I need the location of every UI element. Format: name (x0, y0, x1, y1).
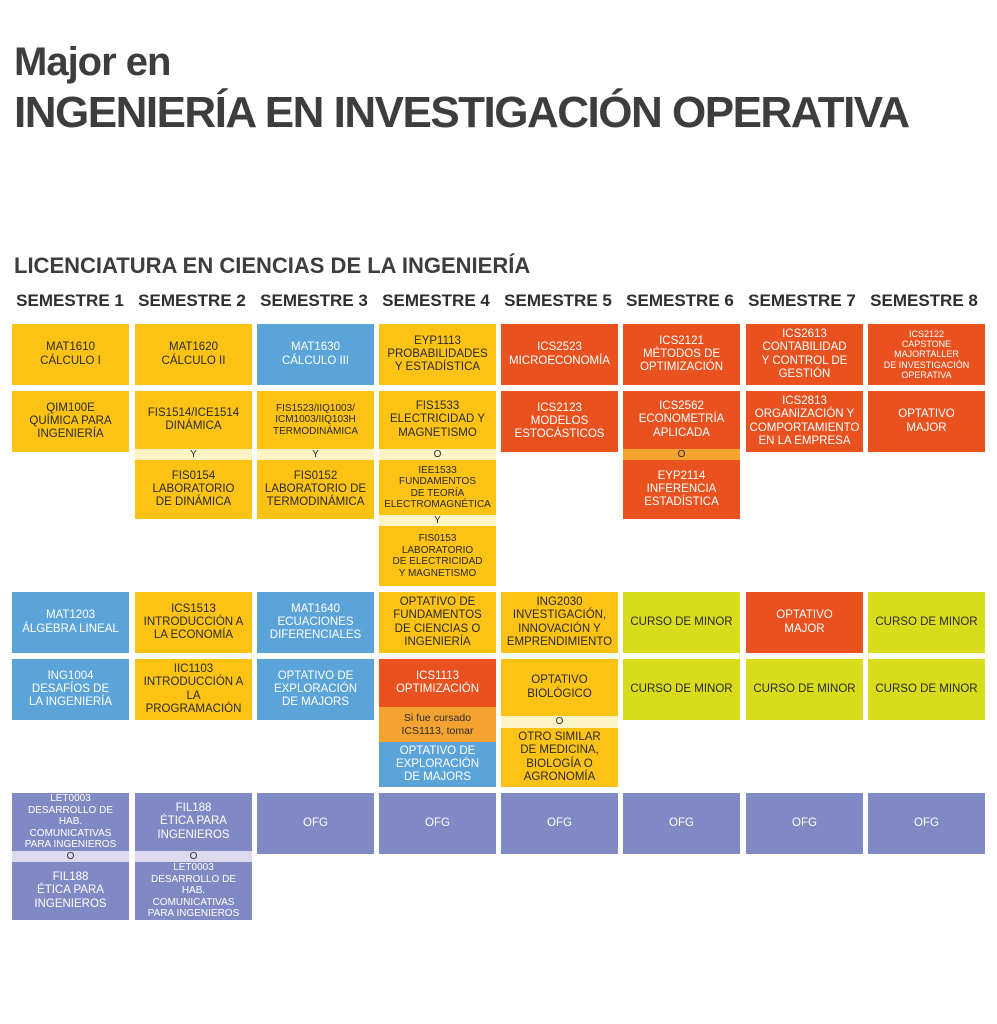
course-optativo-major: OPTATIVO MAJOR (746, 592, 863, 653)
course-ofg: OFG (746, 793, 863, 854)
course-ing2030: ING2030 INVESTIGACIÓN, INNOVACIÓN Y EMPR… (501, 592, 618, 653)
course-fis1514: FIS1514/ICE1514 DINÁMICA (135, 391, 252, 449)
semester-header-2: SEMESTRE 2 (138, 291, 246, 310)
connector-y: Y (379, 515, 496, 526)
course-mat1610: MAT1610 CÁLCULO I (12, 324, 129, 385)
course-optativo-biologico: OPTATIVO BIOLÓGICO (501, 659, 618, 716)
course-let0003: LET0003 DESARROLLO DE HAB. COMUNICATIVAS… (12, 793, 129, 851)
page-title-line1: Major en (14, 40, 171, 84)
connector-y: Y (135, 449, 252, 460)
course-minor: CURSO DE MINOR (623, 659, 740, 720)
course-minor: CURSO DE MINOR (868, 659, 985, 720)
course-optativo-exploracion: OPTATIVO DE EXPLORACIÓN DE MAJORS (379, 742, 496, 787)
course-fis1523: FIS1523/IIQ1003/ ICM1003/IIQ103H TERMODI… (257, 391, 374, 449)
semester-header-4: SEMESTRE 4 (382, 291, 490, 310)
course-ics2562: ICS2562 ECONOMETRÍA APLICADA (623, 391, 740, 449)
connector-o: O (501, 716, 618, 728)
course-ics2813: ICS2813 ORGANIZACIÓN Y COMPORTAMIENTO EN… (746, 391, 863, 452)
course-ofg: OFG (501, 793, 618, 854)
semester-header-1: SEMESTRE 1 (16, 291, 124, 310)
connector-o: O (135, 851, 252, 862)
connector-o: O (379, 449, 496, 460)
course-ics2123: ICS2123 MODELOS ESTOCÁSTICOS (501, 391, 618, 452)
course-mat1620: MAT1620 CÁLCULO II (135, 324, 252, 385)
course-mat1630: MAT1630 CÁLCULO III (257, 324, 374, 385)
course-fis0154: FIS0154 LABORATORIO DE DINÁMICA (135, 460, 252, 519)
course-fil188: FIL188 ÉTICA PARA INGENIEROS (12, 862, 129, 920)
course-eyp1113: EYP1113 PROBABILIDADES Y ESTADÍSTICA (379, 324, 496, 385)
course-iic1103: IIC1103 INTRODUCCIÓN A LA PROGRAMACIÓN (135, 659, 252, 720)
course-ics2523: ICS2523 MICROECONOMÍA (501, 324, 618, 385)
semester-header-3: SEMESTRE 3 (260, 291, 368, 310)
course-mat1203: MAT1203 ÁLGEBRA LINEAL (12, 592, 129, 653)
semester-header-6: SEMESTRE 6 (626, 291, 734, 310)
course-let0003: LET0003 DESARROLLO DE HAB. COMUNICATIVAS… (135, 862, 252, 920)
course-ofg: OFG (257, 793, 374, 854)
course-optativo-major: OPTATIVO MAJOR (868, 391, 985, 452)
course-ics1113: ICS1113 OPTIMIZACIÓN (379, 659, 496, 707)
course-ics2613: ICS2613 CONTABILIDAD Y CONTROL DE GESTIÓ… (746, 324, 863, 385)
course-iee1533: IEE1533 FUNDAMENTOS DE TEORÍA ELECTROMAG… (379, 460, 496, 515)
page-title-line2: INGENIERÍA EN INVESTIGACIÓN OPERATIVA (14, 88, 910, 137)
course-ics2122: ICS2122 CAPSTONE MAJORTALLER DE INVESTIG… (868, 324, 985, 385)
semester-header-5: SEMESTRE 5 (504, 291, 612, 310)
course-qim100e: QIM100E QUÍMICA PARA INGENIERÍA (12, 391, 129, 452)
course-fis1533: FIS1533 ELECTRICIDAD Y MAGNETISMO (379, 391, 496, 449)
connector-y: Y (257, 449, 374, 460)
course-eyp2114: EYP2114 INFERENCIA ESTADÍSTICA (623, 460, 740, 519)
course-ofg: OFG (379, 793, 496, 854)
course-ics2121: ICS2121 MÉTODOS DE OPTIMIZACIÓN (623, 324, 740, 385)
semester-header-7: SEMESTRE 7 (748, 291, 856, 310)
course-minor: CURSO DE MINOR (746, 659, 863, 720)
course-ics1513: ICS1513 INTRODUCCIÓN A LA ECONOMÍA (135, 592, 252, 653)
course-minor: CURSO DE MINOR (623, 592, 740, 653)
course-ofg: OFG (868, 793, 985, 854)
course-minor: CURSO DE MINOR (868, 592, 985, 653)
semester-header-8: SEMESTRE 8 (870, 291, 978, 310)
course-fil188: FIL188 ÉTICA PARA INGENIEROS (135, 793, 252, 851)
program-subtitle: LICENCIATURA EN CIENCIAS DE LA INGENIERÍ… (14, 253, 531, 278)
course-mat1640: MAT1640 ECUACIONES DIFERENCIALES (257, 592, 374, 653)
substitution-note: Si fue cursado ICS1113, tomar (379, 707, 496, 742)
course-fis0152: FIS0152 LABORATORIO DE TERMODINÁMICA (257, 460, 374, 519)
course-optativo-fundamentos: OPTATIVO DE FUNDAMENTOS DE CIENCIAS O IN… (379, 592, 496, 653)
course-optativo-exploracion: OPTATIVO DE EXPLORACIÓN DE MAJORS (257, 659, 374, 720)
connector-o: O (12, 851, 129, 862)
course-ofg: OFG (623, 793, 740, 854)
connector-o: O (623, 449, 740, 460)
course-otro-similar: OTRO SIMILAR DE MEDICINA, BIOLOGÍA O AGR… (501, 728, 618, 787)
course-fis0153: FIS0153 LABORATORIO DE ELECTRICIDAD Y MA… (379, 526, 496, 586)
course-ing1004: ING1004 DESAFÍOS DE LA INGENIERÍA (12, 659, 129, 720)
